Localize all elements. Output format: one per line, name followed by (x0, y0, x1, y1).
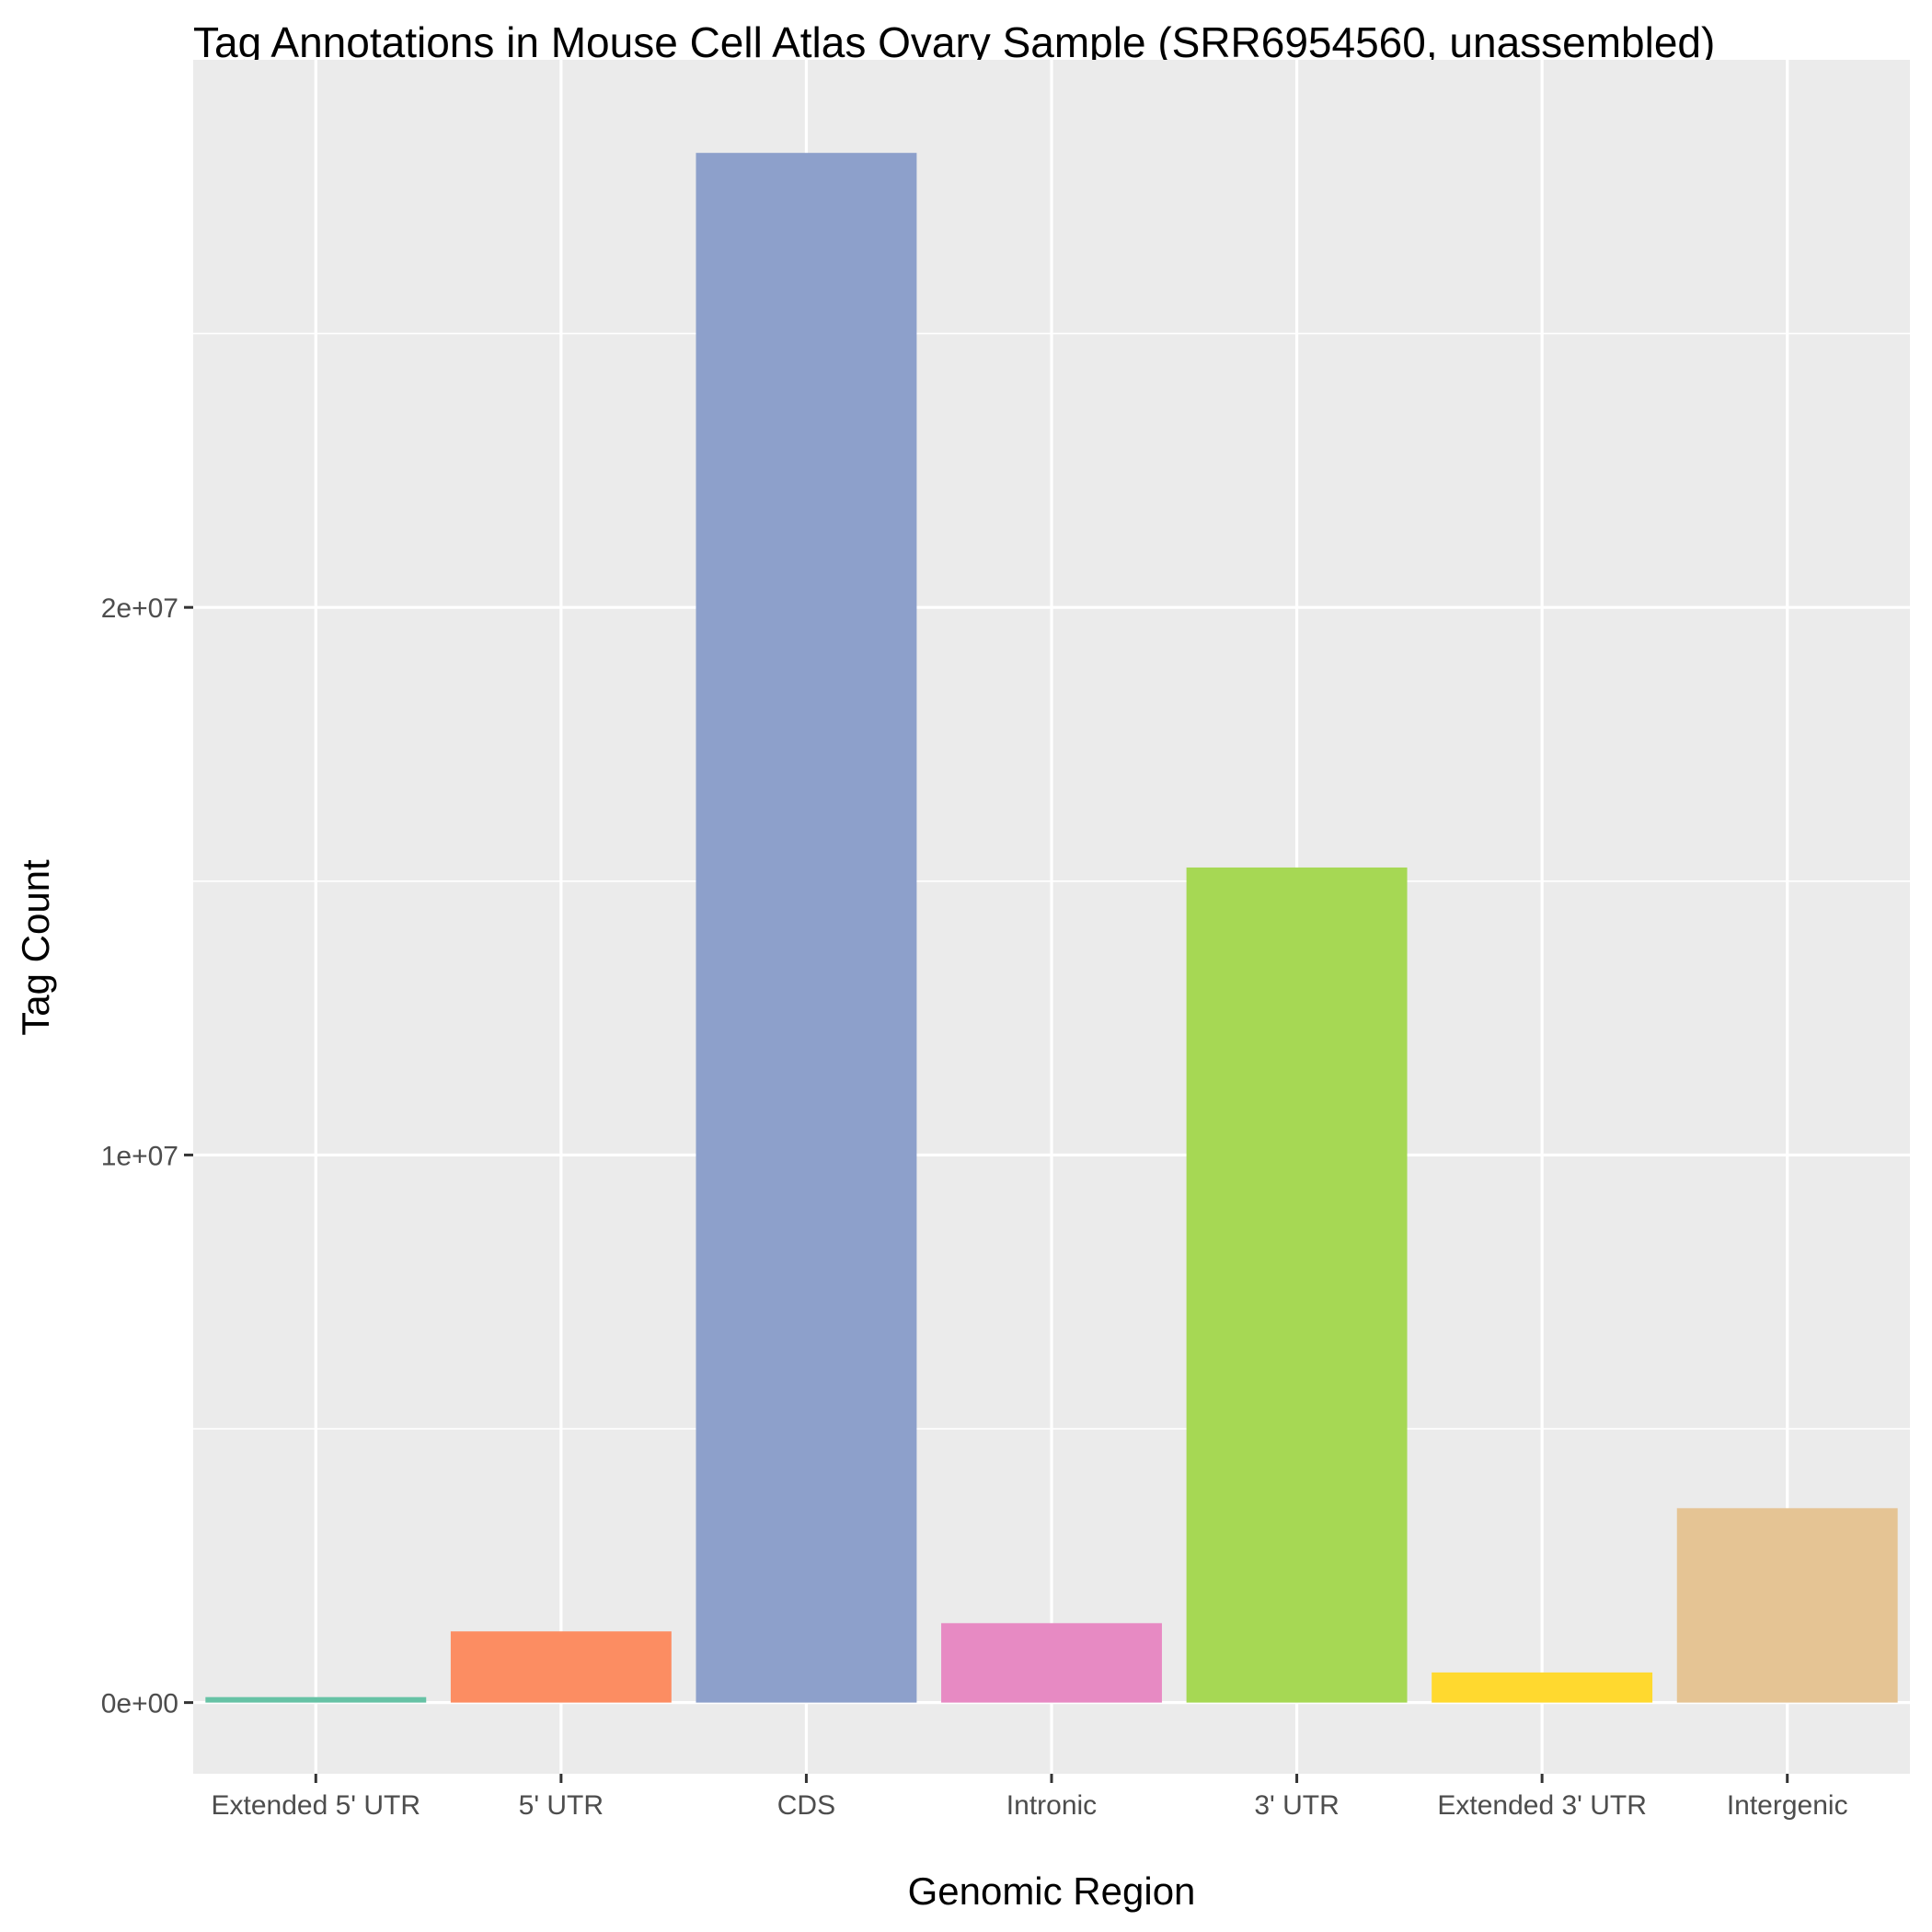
bar-extended-3-utr (1432, 1672, 1653, 1703)
x-tick-label: Intronic (1006, 1790, 1097, 1821)
bar-intergenic (1676, 1508, 1898, 1703)
x-tick-label: CDS (777, 1790, 835, 1821)
x-tick-label: Intergenic (1727, 1790, 1848, 1821)
x-axis-title: Genomic Region (908, 1869, 1196, 1913)
y-axis-title: Tag Count (14, 859, 57, 1036)
bars (205, 153, 1898, 1703)
x-tick-label: Extended 3' UTR (1437, 1790, 1647, 1821)
x-tick-label: 5' UTR (519, 1790, 604, 1821)
bar-intronic (941, 1623, 1162, 1703)
x-tick-label: Extended 5' UTR (212, 1790, 421, 1821)
chart-title: Tag Annotations in Mouse Cell Atlas Ovar… (193, 18, 1715, 66)
y-tick-label: 0e+00 (101, 1689, 178, 1719)
axes: 0e+00 1e+07 2e+07 Extended 5' UTR 5' UTR CDS I… (101, 593, 1848, 1821)
bar-3-utr (1186, 867, 1408, 1703)
y-tick-label: 1e+07 (101, 1141, 178, 1171)
bar-5-utr (450, 1631, 672, 1703)
y-tick-label: 2e+07 (101, 593, 178, 624)
bar-cds (696, 153, 917, 1703)
x-tick-label: 3' UTR (1254, 1790, 1339, 1821)
bar-extended-5-utr (205, 1696, 427, 1703)
